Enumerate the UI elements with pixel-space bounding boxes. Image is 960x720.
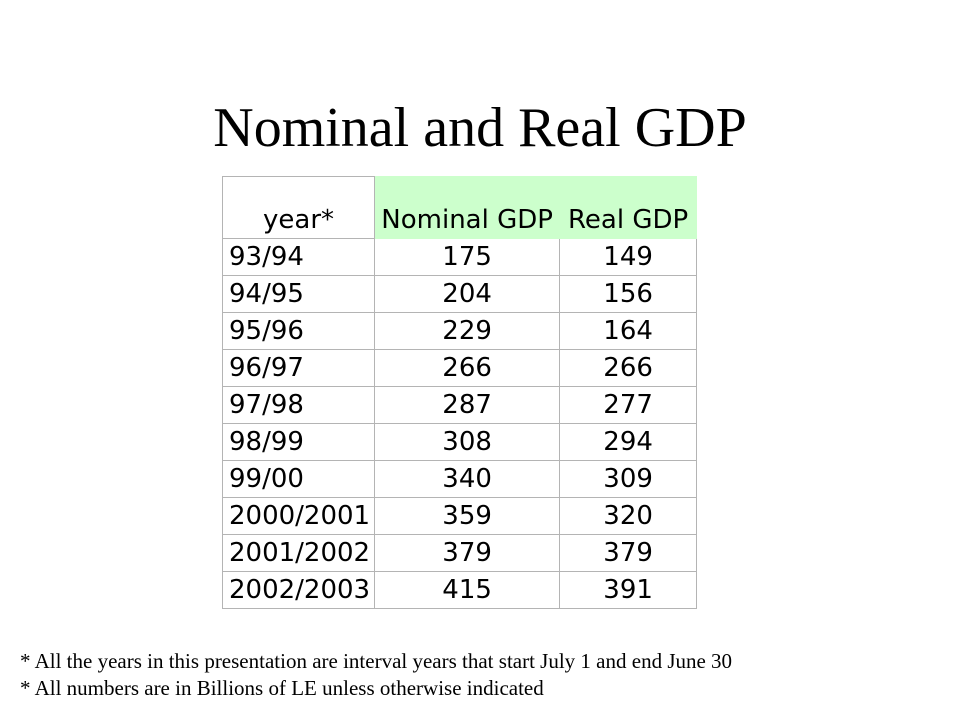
real-gdp-cell: 294 [559,423,698,461]
nominal-gdp-cell: 175 [374,238,561,276]
nominal-gdp-cell: 204 [374,275,561,313]
real-gdp-cell: 156 [559,275,698,313]
year-cell: 98/99 [221,423,376,461]
year-cell: 2000/2001 [221,497,376,535]
nominal-gdp-cell: 359 [374,497,561,535]
year-cell: 93/94 [221,238,376,276]
real-gdp-cell: 266 [559,349,698,387]
year-cell: 94/95 [221,275,376,313]
real-gdp-cell: 309 [559,460,698,498]
real-gdp-cell: 379 [559,534,698,572]
table-row: 94/95 204 156 [221,275,698,313]
real-gdp-cell: 391 [559,571,698,609]
gdp-table: year* Nominal GDP Real GDP 93/94 175 149… [221,176,698,609]
footnote-units: * All numbers are in Billions of LE unle… [20,676,544,700]
column-header-year: year* [221,176,376,239]
table-row: 93/94 175 149 [221,238,698,276]
table-row: 99/00 340 309 [221,460,698,498]
nominal-gdp-cell: 266 [374,349,561,387]
year-cell: 95/96 [221,312,376,350]
footnote-interval-years: * All the years in this presentation are… [20,649,733,673]
real-gdp-cell: 320 [559,497,698,535]
table-row: 98/99 308 294 [221,423,698,461]
table-row: 96/97 266 266 [221,349,698,387]
year-cell: 97/98 [221,386,376,424]
slide-title: Nominal and Real GDP [213,97,747,159]
nominal-gdp-cell: 415 [374,571,561,609]
table-row: 2001/2002 379 379 [221,534,698,572]
year-cell: 96/97 [221,349,376,387]
nominal-gdp-cell: 229 [374,312,561,350]
table-header-row: year* Nominal GDP Real GDP [221,176,698,239]
nominal-gdp-cell: 340 [374,460,561,498]
year-cell: 2002/2003 [221,571,376,609]
real-gdp-cell: 149 [559,238,698,276]
table-row: 2000/2001 359 320 [221,497,698,535]
year-cell: 99/00 [221,460,376,498]
nominal-gdp-cell: 379 [374,534,561,572]
table-row: 95/96 229 164 [221,312,698,350]
nominal-gdp-cell: 308 [374,423,561,461]
nominal-gdp-cell: 287 [374,386,561,424]
column-header-nominal-gdp: Nominal GDP [374,176,561,239]
column-header-real-gdp: Real GDP [559,176,698,239]
real-gdp-cell: 277 [559,386,698,424]
table-row: 97/98 287 277 [221,386,698,424]
footnotes: * All the years in this presentation are… [20,648,950,702]
real-gdp-cell: 164 [559,312,698,350]
table-row: 2002/2003 415 391 [221,571,698,609]
year-cell: 2001/2002 [221,534,376,572]
